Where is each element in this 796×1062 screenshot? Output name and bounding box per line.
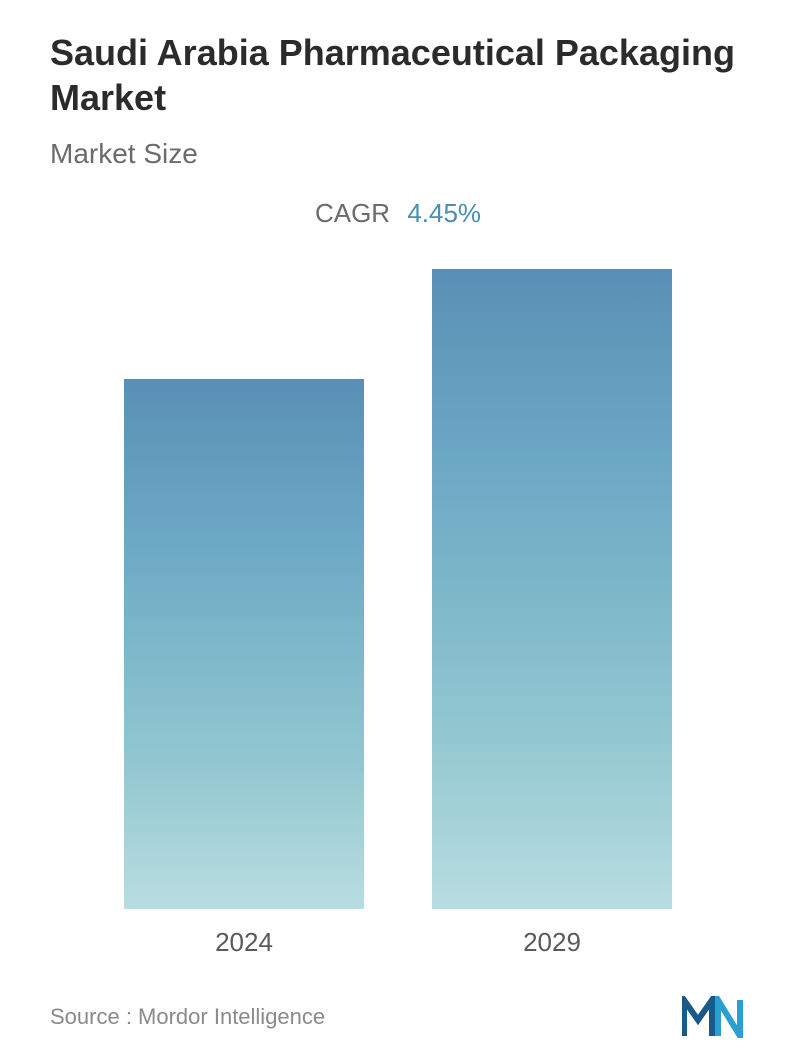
bar-group: 2029 (432, 269, 672, 958)
chart-title: Saudi Arabia Pharmaceutical Packaging Ma… (50, 30, 746, 120)
chart-subtitle: Market Size (50, 138, 746, 170)
bar-group: 2024 (124, 379, 364, 958)
cagr-label: CAGR (315, 198, 390, 228)
cagr-row: CAGR 4.45% (50, 198, 746, 229)
source-text: Source : Mordor Intelligence (50, 1004, 325, 1030)
bar-label: 2029 (523, 927, 581, 958)
bar-chart: 2024 2029 (50, 269, 746, 978)
chart-container: Saudi Arabia Pharmaceutical Packaging Ma… (0, 0, 796, 1034)
footer: Source : Mordor Intelligence (50, 978, 746, 1062)
cagr-value: 4.45% (407, 198, 481, 228)
mordor-logo-icon (682, 996, 746, 1038)
bar-2029 (432, 269, 672, 909)
bar-label: 2024 (215, 927, 273, 958)
bar-2024 (124, 379, 364, 909)
